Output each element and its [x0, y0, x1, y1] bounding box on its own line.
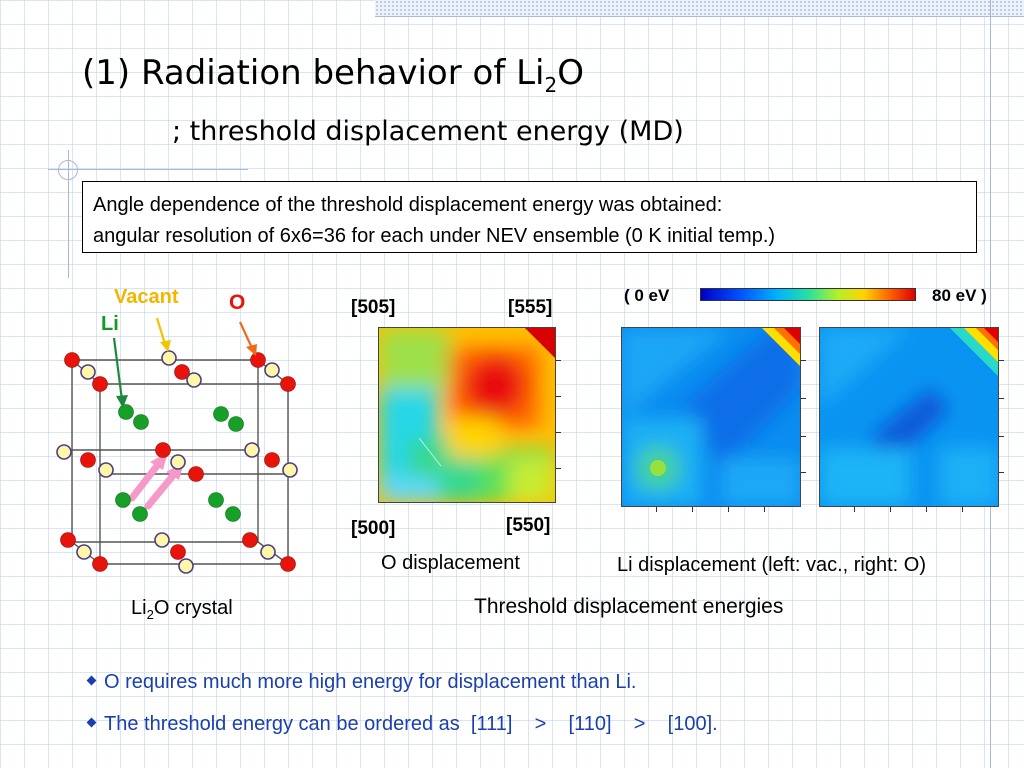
lithium-atom: [228, 416, 244, 432]
oxygen-atom: [60, 532, 76, 548]
li-oxygen-displacement-map: [819, 327, 999, 507]
vacant-site: [264, 362, 280, 378]
vacant-site: [56, 444, 72, 460]
axis-tick: [854, 507, 855, 512]
axis-tick: [556, 396, 561, 397]
oxygen-atom: [64, 352, 80, 368]
vacant-site: [80, 364, 96, 380]
axis-tick: [999, 436, 1004, 437]
decor-circle: [58, 160, 78, 180]
axis-tick: [692, 507, 693, 512]
lithium-atom: [118, 404, 134, 420]
vacant-site: [170, 454, 186, 470]
slide-subtitle: ; threshold displacement energy (MD): [172, 116, 684, 147]
axis-tick: [801, 398, 806, 399]
bullet-item: O requires much more high energy for dis…: [86, 670, 637, 694]
diamond-bullet-icon: [86, 717, 97, 728]
axis-tick: [801, 436, 806, 437]
lithium-pointer-arrow: [112, 337, 124, 401]
li2o-crystal-diagram: [56, 317, 298, 574]
oxygen-atom: [264, 452, 280, 468]
oxygen-pointer-arrow: [239, 321, 253, 349]
lithium-atom: [213, 406, 229, 422]
decor-line: [48, 169, 248, 170]
axis-tick: [801, 360, 806, 361]
info-line-2: angular resolution of 6x6=36 for each un…: [93, 225, 776, 247]
oxygen-atom: [280, 556, 296, 572]
lithium-atom: [225, 506, 241, 522]
vacant-site: [161, 350, 177, 366]
axis-tick: [556, 432, 561, 433]
vacant-site: [282, 462, 298, 478]
oxygen-atom: [92, 376, 108, 392]
lithium-label: Li: [101, 313, 119, 335]
info-line-1: Angle dependence of the threshold displa…: [93, 194, 723, 216]
slide-title: (1) Radiation behavior of Li2O: [82, 53, 584, 97]
oxygen-atom: [80, 452, 96, 468]
axis-tick: [801, 472, 806, 473]
axis-tick: [999, 398, 1004, 399]
vacant-site: [244, 442, 260, 458]
lithium-atom: [115, 492, 131, 508]
axis-tick: [764, 507, 765, 512]
o-map-corner-tl: [505]: [351, 297, 396, 318]
top-decor-band: [375, 0, 1024, 17]
vacant-site: [76, 544, 92, 560]
vacant-site: [98, 462, 114, 478]
vacant-site: [154, 532, 170, 548]
o-map-corner-br: [550]: [506, 515, 551, 536]
axis-tick: [999, 360, 1004, 361]
axis-tick: [926, 507, 927, 512]
scale-max-label: 80 eV ): [932, 286, 987, 305]
decor-line: [68, 150, 69, 278]
figure-caption: Threshold displacement energies: [474, 595, 784, 618]
scale-min-label: ( 0 eV: [624, 286, 670, 305]
vacant-label: Vacant: [114, 286, 179, 308]
vacant-pointer-arrow: [155, 317, 167, 345]
oxygen-atom: [242, 532, 258, 548]
o-map-caption: O displacement: [381, 552, 520, 574]
o-displacement-map: [378, 327, 556, 503]
li-map-caption: Li displacement (left: vac., right: O): [617, 554, 927, 576]
oxygen-atom: [188, 466, 204, 482]
axis-tick: [556, 360, 561, 361]
axis-tick: [890, 507, 891, 512]
o-map-corner-tr: [555]: [508, 297, 553, 318]
axis-tick: [962, 507, 963, 512]
axis-tick: [728, 507, 729, 512]
info-box: Angle dependence of the threshold displa…: [82, 181, 977, 253]
lithium-atom: [132, 506, 148, 522]
vacant-site: [186, 372, 202, 388]
lithium-atom: [208, 492, 224, 508]
vacant-site: [260, 544, 276, 560]
oxygen-atom: [174, 364, 190, 380]
diamond-bullet-icon: [86, 675, 97, 686]
lithium-atom: [133, 414, 149, 430]
oxygen-atom: [155, 442, 171, 458]
vacant-site: [178, 558, 194, 574]
crystal-caption: Li2O crystal: [131, 597, 233, 622]
li-vacancy-displacement-map: [621, 327, 801, 507]
axis-tick: [656, 507, 657, 512]
color-scale-bar: [700, 288, 916, 301]
oxygen-label: O: [229, 291, 246, 314]
bullet-item: The threshold energy can be ordered as […: [86, 712, 718, 736]
oxygen-atom: [280, 376, 296, 392]
axis-tick: [556, 468, 561, 469]
oxygen-atom: [92, 556, 108, 572]
oxygen-atom: [170, 544, 186, 560]
oxygen-atom: [250, 352, 266, 368]
axis-tick: [999, 472, 1004, 473]
o-map-corner-bl: [500]: [351, 518, 396, 539]
